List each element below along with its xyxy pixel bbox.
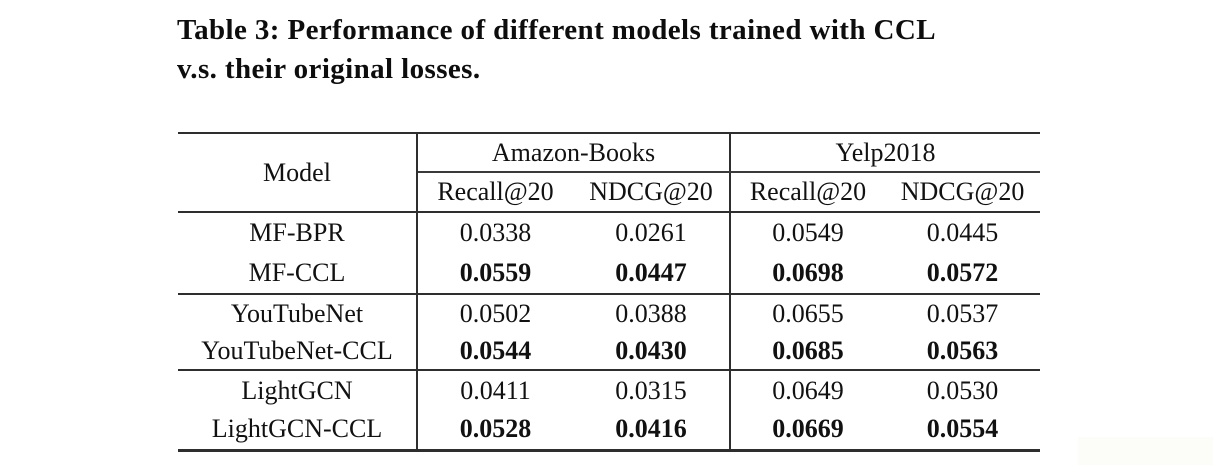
caption-line-2: v.s. their original losses. bbox=[177, 53, 481, 85]
value-cell: 0.0537 bbox=[926, 298, 999, 328]
group-header-yelp2018: Yelp2018 bbox=[730, 133, 1041, 173]
value-cell: 0.0554 bbox=[926, 414, 999, 444]
model-name-cell: MF-CCL bbox=[178, 253, 418, 295]
value-cell: 0.0572 bbox=[885, 253, 1041, 295]
background-patch bbox=[1078, 437, 1213, 465]
results-table: Model Amazon-Books Yelp2018 Recall@20 ND… bbox=[178, 132, 1041, 452]
value-cell: 0.0502 bbox=[459, 298, 532, 328]
value-cell: 0.0559 bbox=[417, 253, 573, 295]
value-cell: 0.0549 bbox=[772, 218, 844, 247]
model-name-cell: LightGCN bbox=[178, 370, 418, 410]
model-name-cell: LightGCN-CCL bbox=[178, 410, 418, 450]
value-cell: 0.0338 bbox=[459, 218, 532, 247]
value-cell: 0.0430 bbox=[573, 332, 732, 371]
model-name-cell: YouTubeNet bbox=[178, 294, 418, 332]
value-cell: 0.0649 bbox=[772, 375, 844, 405]
value-cell: 0.0447 bbox=[573, 253, 732, 295]
value-cell: 0.0261 bbox=[573, 212, 732, 253]
value-cell: 0.0655 bbox=[772, 298, 844, 328]
table-row: LightGCN 0.0411 0.0315 0.0649 0.0530 bbox=[178, 370, 1040, 410]
value-cell: 0.0388 bbox=[573, 294, 732, 332]
table-row: MF-BPR 0.0338 0.0261 0.0549 0.0445 bbox=[178, 212, 1040, 253]
value-cell: 0.0445 bbox=[926, 218, 999, 247]
metric-header-ndcg-amazon: NDCG@20 bbox=[573, 172, 732, 213]
table-caption: Table 3: Performance of different models… bbox=[177, 11, 1077, 89]
value-cell: 0.0416 bbox=[573, 410, 732, 450]
metric-header-ndcg-yelp: NDCG@20 bbox=[885, 172, 1041, 213]
value-cell: 0.0685 bbox=[730, 332, 886, 371]
table-row: YouTubeNet-CCL 0.0544 0.0430 0.0685 0.05… bbox=[178, 332, 1041, 371]
value-cell: 0.0698 bbox=[730, 253, 886, 295]
value-cell: 0.0411 bbox=[460, 375, 531, 405]
value-cell: 0.0544 bbox=[417, 332, 573, 371]
metric-header-recall-amazon: Recall@20 bbox=[417, 172, 573, 213]
caption-line-1: Table 3: Performance of different models… bbox=[177, 14, 936, 46]
value-cell: 0.0315 bbox=[573, 370, 732, 410]
value-cell: 0.0669 bbox=[772, 414, 844, 444]
model-name-cell: YouTubeNet-CCL bbox=[178, 332, 418, 371]
column-header-model: Model bbox=[178, 133, 418, 213]
value-cell: 0.0530 bbox=[926, 375, 999, 405]
metric-header-recall-yelp: Recall@20 bbox=[730, 172, 886, 213]
value-cell: 0.0563 bbox=[885, 332, 1041, 371]
group-header-amazon-books: Amazon-Books bbox=[417, 133, 732, 173]
table-row: LightGCN-CCL 0.0528 0.0416 0.0669 0.0554 bbox=[178, 410, 1040, 450]
table-row: YouTubeNet 0.0502 0.0388 0.0655 0.0537 bbox=[178, 294, 1040, 332]
table-row: MF-CCL 0.0559 0.0447 0.0698 0.0572 bbox=[178, 253, 1041, 295]
model-name-cell: MF-BPR bbox=[178, 212, 418, 253]
value-cell: 0.0528 bbox=[459, 414, 532, 444]
